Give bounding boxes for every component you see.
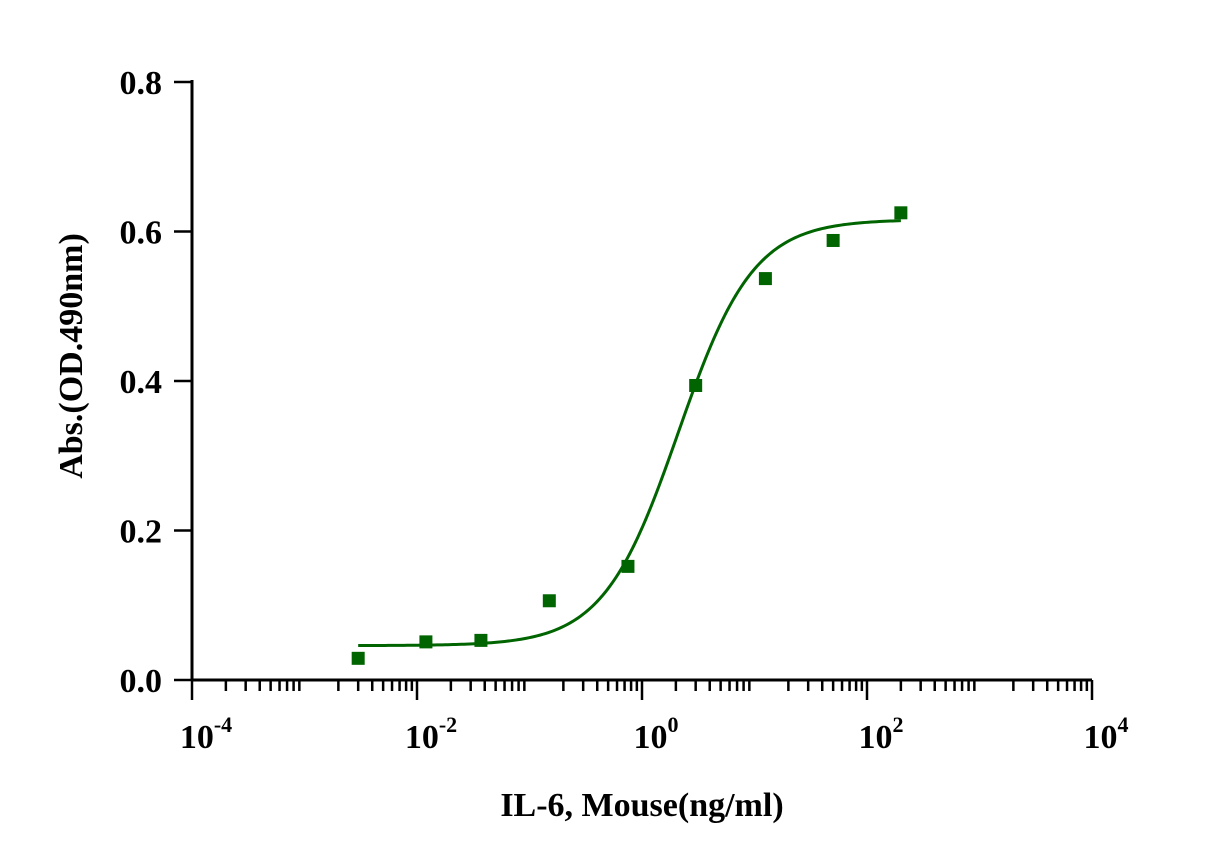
data-point bbox=[351, 651, 365, 665]
data-point bbox=[826, 233, 840, 247]
y-tick-label: 0.6 bbox=[120, 215, 163, 252]
x-tick-label: 104 bbox=[1084, 712, 1129, 756]
y-tick-label: 0.2 bbox=[120, 514, 163, 551]
x-axis-title: IL-6, Mouse(ng/ml) bbox=[500, 787, 783, 824]
y-tick-label: 0.8 bbox=[120, 65, 163, 102]
y-axis-title: Abs.(OD.490nm) bbox=[53, 233, 90, 479]
axes: 0.0 0.2 0.4 0.6 0.8 10-4 10-2 100 102 104 bbox=[120, 65, 1129, 756]
data-point bbox=[542, 594, 556, 608]
data-point bbox=[419, 635, 433, 649]
data-point bbox=[758, 272, 772, 286]
x-tick-label: 10-2 bbox=[405, 712, 457, 756]
x-tick-label: 102 bbox=[859, 712, 904, 756]
x-tick-label: 100 bbox=[634, 712, 679, 756]
data-point bbox=[689, 378, 703, 392]
fit-curve-layer bbox=[358, 219, 901, 648]
y-tick-label: 0.0 bbox=[120, 663, 163, 700]
data-points-layer bbox=[351, 206, 908, 665]
data-point bbox=[621, 559, 635, 573]
data-point bbox=[894, 206, 908, 220]
y-tick-label: 0.4 bbox=[120, 364, 163, 401]
fit-curve bbox=[358, 219, 901, 648]
data-point bbox=[474, 633, 488, 647]
x-tick-label: 10-4 bbox=[180, 712, 232, 756]
